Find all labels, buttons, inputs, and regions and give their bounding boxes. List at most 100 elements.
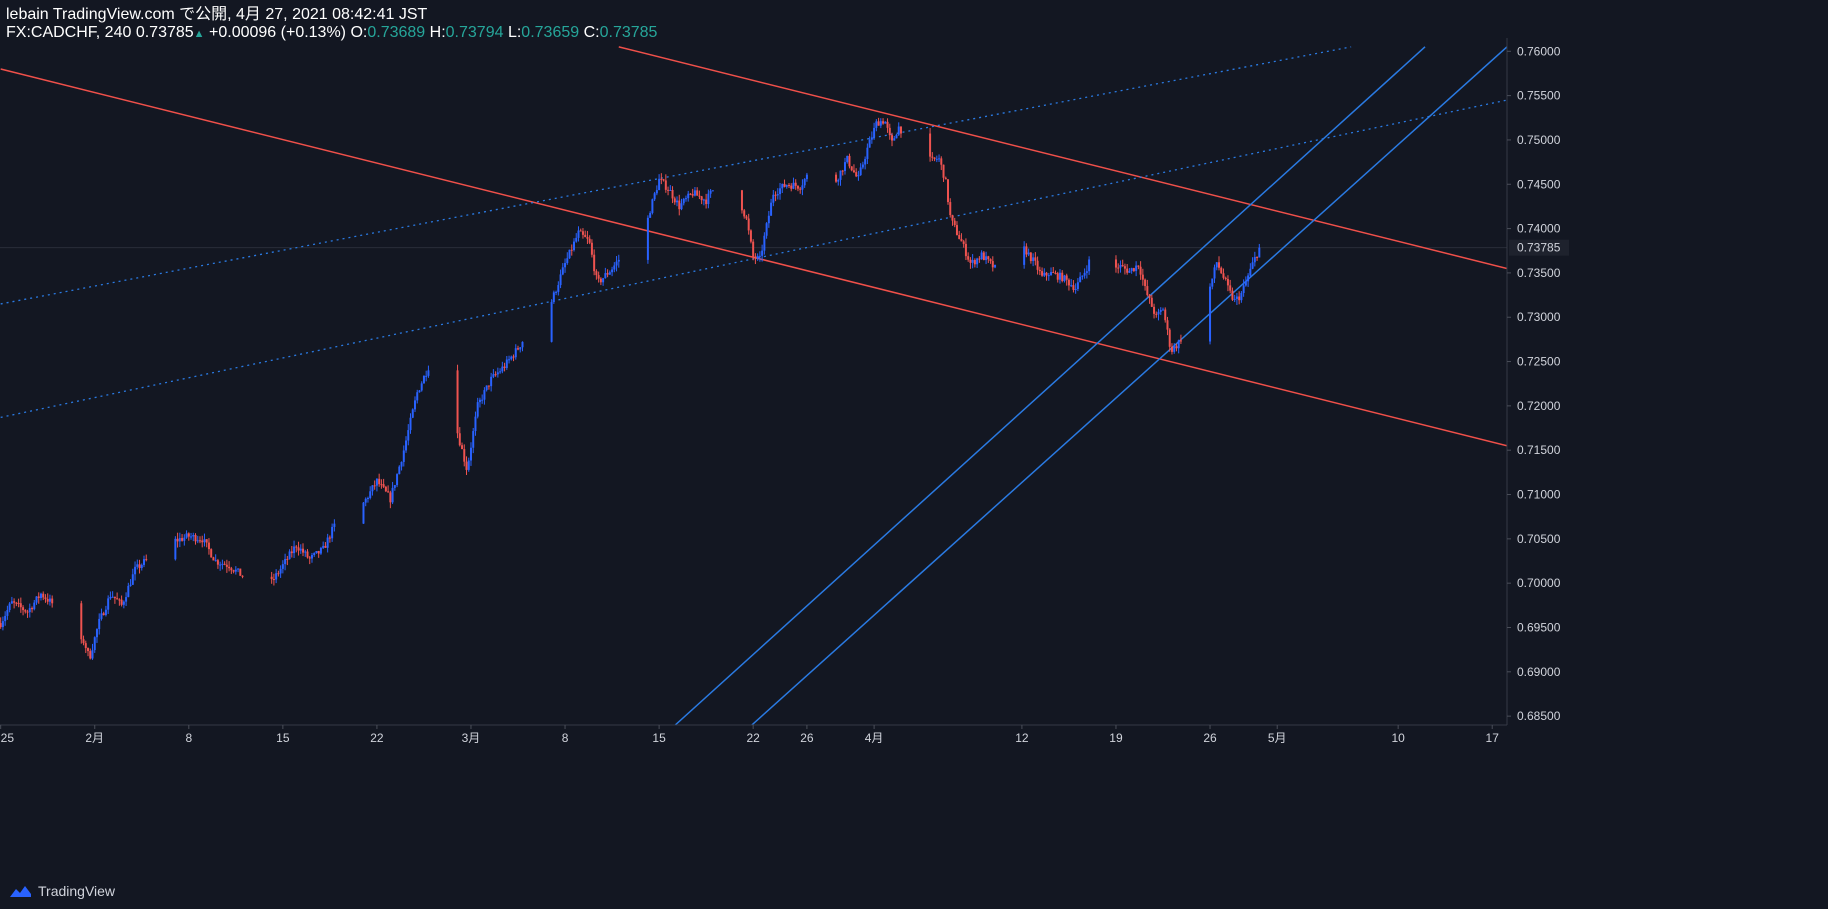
- time-tick-label: 17: [1486, 731, 1500, 745]
- candle-body: [861, 164, 864, 168]
- candle-body: [897, 126, 900, 135]
- candle-body: [707, 193, 710, 205]
- candle-body: [131, 574, 134, 585]
- candle-body: [228, 566, 231, 569]
- candle-body: [487, 385, 490, 387]
- candle-body: [709, 190, 712, 194]
- symbol-label[interactable]: FX:CADCHF, 240: [6, 24, 132, 41]
- candle-body: [494, 374, 497, 376]
- price-tick-label: 0.70000: [1517, 576, 1561, 590]
- candle-body: [120, 599, 123, 605]
- candle-body: [1244, 281, 1247, 286]
- candle-body: [577, 230, 580, 238]
- candle-body: [46, 598, 49, 602]
- candle-body: [134, 566, 137, 575]
- candle-body: [203, 539, 206, 543]
- candle-body: [237, 568, 240, 570]
- candle-body: [684, 198, 687, 200]
- candle-body: [711, 190, 714, 192]
- candle-body: [850, 166, 853, 171]
- candle-body: [774, 194, 777, 196]
- candle-body: [118, 599, 121, 601]
- candle-body: [955, 225, 958, 235]
- candle-body: [590, 242, 593, 255]
- close-value: 0.73785: [599, 24, 658, 41]
- up-arrow-icon: ▲: [193, 28, 205, 40]
- candle-body: [125, 597, 128, 602]
- candle-body: [508, 359, 511, 361]
- candle-body: [982, 252, 985, 261]
- candle-body: [772, 194, 775, 203]
- candle-body: [942, 164, 945, 178]
- candle-body: [427, 370, 430, 376]
- candle-body: [398, 466, 401, 475]
- candle-body: [658, 178, 661, 191]
- candle-body: [302, 548, 305, 553]
- candle-body: [678, 200, 681, 210]
- candle-body: [201, 540, 204, 543]
- candle-body: [364, 498, 367, 503]
- candle-body: [116, 598, 119, 600]
- candle-body: [1117, 267, 1120, 269]
- candle-body: [1233, 298, 1236, 300]
- tradingview-logo[interactable]: TradingView: [6, 881, 115, 901]
- trendline-blue-5[interactable]: [0, 46, 1352, 305]
- candle-body: [1074, 289, 1077, 291]
- candle-body: [891, 135, 894, 141]
- candle-body: [767, 215, 770, 224]
- candle-body: [8, 603, 11, 610]
- candle-body: [469, 447, 472, 461]
- candle-body: [411, 409, 414, 418]
- candle-body: [572, 241, 575, 251]
- candle-body: [517, 348, 520, 350]
- candle-body: [935, 158, 938, 160]
- candle-body: [122, 601, 125, 605]
- candle-body: [1253, 257, 1256, 263]
- candle-body: [98, 618, 101, 630]
- candle-body: [295, 546, 298, 548]
- candle-body: [969, 259, 972, 263]
- candle-body: [196, 540, 199, 542]
- trendline-red-2[interactable]: [618, 46, 1507, 270]
- candle-body: [989, 259, 992, 262]
- candle-body: [1144, 279, 1147, 287]
- trendline-blue-4[interactable]: [751, 46, 1507, 725]
- candle-body: [505, 359, 508, 368]
- candle-body: [1029, 252, 1032, 262]
- candle-body: [1146, 286, 1149, 295]
- candle-body: [378, 478, 381, 485]
- trendline-blue-6[interactable]: [0, 99, 1507, 419]
- candle-body: [315, 550, 318, 553]
- candle-body: [212, 557, 215, 561]
- candle-body: [15, 602, 18, 604]
- candle-body: [949, 202, 952, 216]
- candle-body: [279, 568, 282, 574]
- candle-body: [1150, 297, 1153, 307]
- candle-body: [787, 184, 790, 186]
- candle-body: [1168, 329, 1171, 347]
- candle-body: [776, 194, 779, 196]
- last-price: 0.73785: [135, 24, 194, 41]
- candle-body: [362, 502, 365, 524]
- time-tick-label: 12: [1015, 731, 1029, 745]
- candle-body: [136, 564, 139, 567]
- candle-body: [682, 198, 685, 204]
- trendline-red-1[interactable]: [0, 68, 1507, 447]
- candle-body: [785, 184, 788, 187]
- trendline-blue-3[interactable]: [674, 46, 1426, 725]
- candle-body: [599, 278, 602, 283]
- axes-layer: 0.68500 0.69000 0.69500 0.70000 0.70500 0.710…: [0, 38, 1569, 745]
- candle-body: [472, 431, 475, 448]
- candle-body: [407, 430, 410, 441]
- candle-body: [676, 200, 679, 203]
- candle-body: [870, 137, 873, 140]
- candle-body: [1162, 309, 1165, 311]
- candle-body: [185, 533, 188, 538]
- time-tick-label: 10: [1391, 731, 1405, 745]
- price-tick-label: 0.69000: [1517, 665, 1561, 679]
- candle-body: [976, 258, 979, 265]
- candle-body: [1123, 266, 1126, 269]
- candle-body: [416, 392, 419, 401]
- candle-body: [980, 252, 983, 260]
